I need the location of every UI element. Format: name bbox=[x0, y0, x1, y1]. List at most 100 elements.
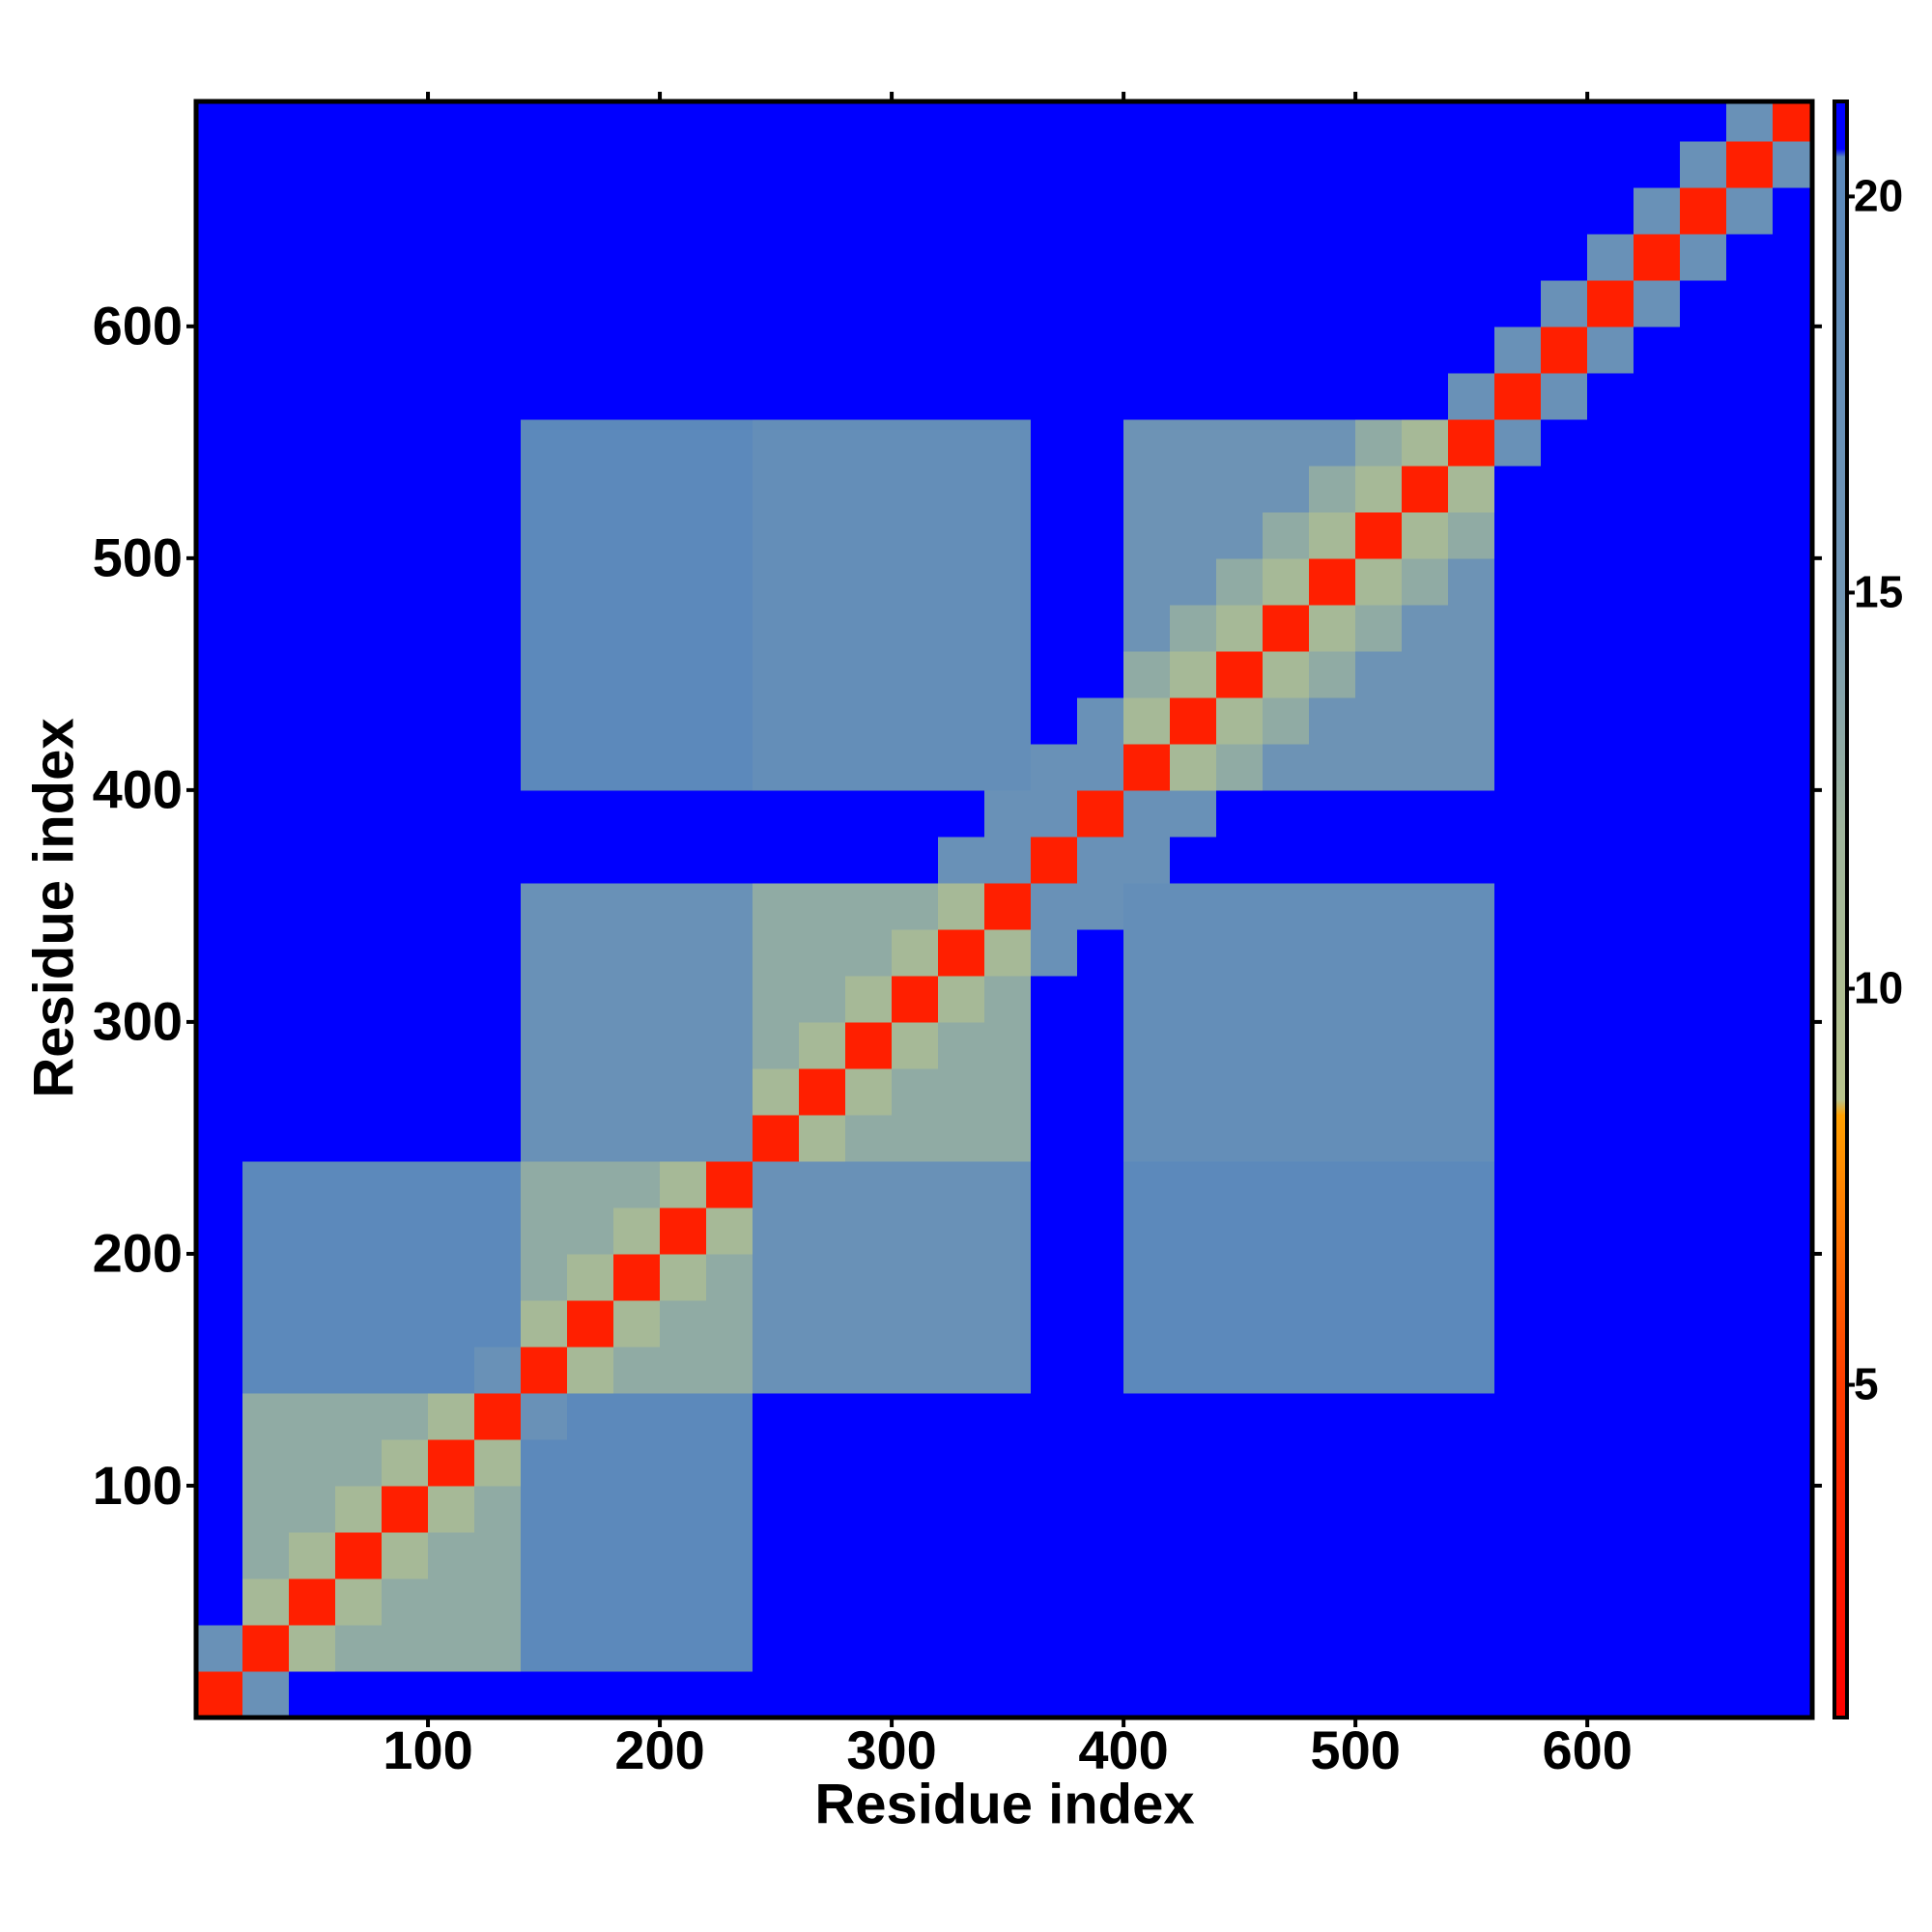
cell bbox=[242, 418, 290, 467]
cell bbox=[753, 836, 800, 884]
cell bbox=[1077, 1160, 1124, 1208]
cell bbox=[1263, 465, 1310, 513]
cell bbox=[613, 1670, 661, 1719]
cell bbox=[1448, 465, 1495, 513]
cell bbox=[1077, 101, 1124, 142]
cell bbox=[984, 1299, 1032, 1348]
cell bbox=[1216, 1485, 1264, 1533]
cell bbox=[613, 789, 661, 838]
cell bbox=[1587, 418, 1634, 467]
cell bbox=[335, 233, 383, 281]
cell bbox=[892, 186, 939, 235]
cell bbox=[1077, 836, 1124, 884]
cell bbox=[660, 418, 707, 467]
cell bbox=[753, 789, 800, 838]
cell bbox=[1494, 418, 1542, 467]
cell bbox=[660, 372, 707, 420]
x-tick-label: 300 bbox=[846, 1719, 936, 1780]
cell bbox=[660, 1577, 707, 1626]
cell bbox=[428, 1485, 475, 1533]
cell bbox=[1170, 975, 1217, 1023]
cell bbox=[1448, 1438, 1495, 1487]
heatmap-cells bbox=[196, 101, 1813, 1719]
cell bbox=[1123, 465, 1171, 513]
cell bbox=[706, 1346, 753, 1394]
cell bbox=[984, 1207, 1032, 1255]
y-axis-title: Residue index bbox=[22, 718, 85, 1097]
cell bbox=[1402, 140, 1449, 188]
cell bbox=[845, 372, 893, 420]
cell bbox=[1077, 140, 1124, 188]
cell bbox=[289, 1485, 336, 1533]
cell bbox=[892, 1577, 939, 1626]
cell bbox=[242, 743, 290, 791]
cell bbox=[706, 836, 753, 884]
cell bbox=[706, 140, 753, 188]
cell bbox=[892, 372, 939, 420]
cell bbox=[474, 928, 522, 977]
cell bbox=[660, 101, 707, 142]
cell bbox=[1494, 1624, 1542, 1672]
cell bbox=[1402, 1624, 1449, 1672]
cell bbox=[1170, 1577, 1217, 1626]
cell bbox=[1170, 465, 1217, 513]
cell bbox=[1494, 1160, 1542, 1208]
cell bbox=[335, 418, 383, 467]
cell bbox=[242, 882, 290, 930]
cell bbox=[1402, 743, 1449, 791]
cell bbox=[1170, 1253, 1217, 1301]
cell bbox=[242, 557, 290, 606]
cell bbox=[753, 743, 800, 791]
cell bbox=[521, 1392, 568, 1440]
cell bbox=[1077, 279, 1124, 327]
cell bbox=[335, 882, 383, 930]
cell bbox=[1773, 372, 1813, 420]
cell bbox=[1170, 279, 1217, 327]
cell bbox=[1680, 1253, 1727, 1301]
cell bbox=[660, 1392, 707, 1440]
cell bbox=[892, 326, 939, 374]
cell bbox=[382, 1253, 429, 1301]
cell bbox=[799, 882, 846, 930]
cell bbox=[289, 372, 336, 420]
cell bbox=[1216, 604, 1264, 652]
cell bbox=[938, 975, 985, 1023]
cell bbox=[1634, 1577, 1681, 1626]
cell bbox=[1170, 928, 1217, 977]
cell bbox=[1680, 1485, 1727, 1533]
cell bbox=[1216, 928, 1264, 977]
cell bbox=[1773, 279, 1813, 327]
cell bbox=[1355, 789, 1403, 838]
cell bbox=[1726, 279, 1774, 327]
cell bbox=[845, 743, 893, 791]
cell bbox=[521, 743, 568, 791]
cell bbox=[1077, 372, 1124, 420]
cell bbox=[1170, 1207, 1217, 1255]
cell bbox=[474, 233, 522, 281]
cell bbox=[1773, 140, 1813, 188]
cell bbox=[521, 233, 568, 281]
cell bbox=[1634, 186, 1681, 235]
cell bbox=[474, 279, 522, 327]
cell bbox=[984, 1670, 1032, 1719]
cell bbox=[196, 1114, 243, 1162]
cell bbox=[1123, 233, 1171, 281]
cell bbox=[1448, 696, 1495, 745]
cell bbox=[1773, 1346, 1813, 1394]
cell bbox=[1773, 604, 1813, 652]
cell bbox=[1541, 975, 1588, 1023]
cell bbox=[845, 1253, 893, 1301]
cell bbox=[1773, 928, 1813, 977]
cell bbox=[567, 418, 614, 467]
cell bbox=[1494, 836, 1542, 884]
cell bbox=[242, 1067, 290, 1116]
cell bbox=[1448, 101, 1495, 142]
cell bbox=[1355, 696, 1403, 745]
cell bbox=[613, 101, 661, 142]
cell bbox=[521, 1067, 568, 1116]
cell bbox=[1263, 743, 1310, 791]
cell bbox=[984, 1624, 1032, 1672]
cell bbox=[706, 511, 753, 559]
cell bbox=[845, 1577, 893, 1626]
cell bbox=[1123, 279, 1171, 327]
